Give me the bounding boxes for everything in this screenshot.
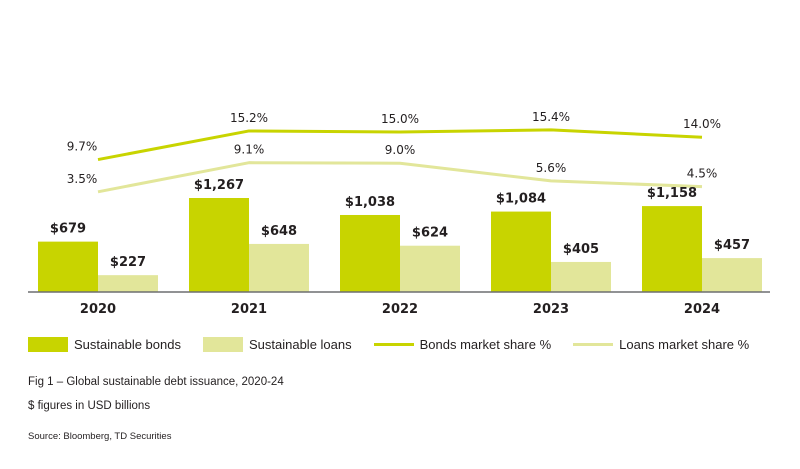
legend-swatch-bonds-share <box>373 343 414 346</box>
bar-label-loans-2020: $227 <box>110 255 146 270</box>
x-tick-label-2022: 2022 <box>382 302 418 317</box>
legend-item-loans: Sustainable loans <box>202 337 352 352</box>
bar-label-loans-2021: $648 <box>261 224 297 239</box>
category-labels: 2020 2021 2022 2023 2024 <box>80 302 720 317</box>
bonds-share-label-2024: 14.0% <box>683 117 721 131</box>
legend-label-bonds-share: Bonds market share % <box>419 337 552 352</box>
bar-loans-2020 <box>98 275 158 292</box>
bonds-share-line <box>97 128 703 162</box>
x-tick-label-2020: 2020 <box>80 302 116 317</box>
legend-item-bonds-share: Bonds market share % <box>373 337 552 352</box>
bonds-share-label-2020: 9.7% <box>67 140 98 154</box>
x-tick-label-2023: 2023 <box>533 302 569 317</box>
legend: Sustainable bonds Sustainable loans Bond… <box>28 337 771 352</box>
bar-bonds-2024 <box>642 206 702 292</box>
loans-share-label-2021: 9.1% <box>234 143 265 157</box>
loans-share-label-2020: 3.5% <box>67 172 98 186</box>
bar-label-bonds-2024: $1,158 <box>647 186 697 201</box>
legend-swatch-bonds <box>28 337 68 352</box>
bar-bonds-2021 <box>189 198 249 292</box>
bar-label-loans-2023: $405 <box>563 242 599 257</box>
bar-bonds-2023 <box>491 211 551 292</box>
bar-label-bonds-2023: $1,084 <box>496 192 546 207</box>
legend-label-loans-share: Loans market share % <box>619 337 750 352</box>
legend-swatch-loans <box>202 337 243 352</box>
loans-share-label-2023: 5.6% <box>536 161 567 175</box>
bar-loans-2024 <box>702 258 762 292</box>
bonds-share-label-2023: 15.4% <box>532 110 570 124</box>
bar-label-bonds-2021: $1,267 <box>194 178 244 193</box>
bonds-share-label-2021: 15.2% <box>230 111 268 125</box>
bar-loans-2022 <box>400 245 460 292</box>
loans-share-line <box>97 161 703 194</box>
legend-label-loans: Sustainable loans <box>248 337 352 352</box>
bar-bonds-2020 <box>38 241 98 292</box>
loans-share-label-2022: 9.0% <box>385 143 416 157</box>
legend-label-bonds: Sustainable bonds <box>74 337 181 352</box>
x-tick-label-2024: 2024 <box>684 302 720 317</box>
bar-label-loans-2024: $457 <box>714 238 750 253</box>
chart: $679 $227 $1,267 $648 $1,038 $624 $1,084 $405 $1… <box>28 110 770 317</box>
bar-label-bonds-2022: $1,038 <box>345 195 395 210</box>
figure-units-note: $ figures in USD billions <box>28 400 151 412</box>
labels-group: $679 $227 $1,267 $648 $1,038 $624 $1,084 $405 $1… <box>50 110 750 270</box>
legend-item-bonds: Sustainable bonds <box>28 337 181 352</box>
lines-group <box>97 128 703 194</box>
figure-source: Source: Bloomberg, TD Securities <box>28 431 172 442</box>
legend-swatch-loans-share <box>573 343 614 346</box>
bar-bonds-2022 <box>340 214 400 292</box>
bar-label-loans-2022: $624 <box>412 226 448 241</box>
bar-loans-2023 <box>551 261 611 292</box>
bar-label-bonds-2020: $679 <box>50 222 86 237</box>
figure-title: Fig 1 – Global sustainable debt issuance… <box>28 376 284 388</box>
legend-item-loans-share: Loans market share % <box>573 337 749 352</box>
bar-loans-2021 <box>249 243 309 292</box>
bonds-share-label-2022: 15.0% <box>381 112 419 126</box>
bars-group <box>38 198 762 292</box>
loans-share-label-2024: 4.5% <box>687 167 718 181</box>
x-tick-label-2021: 2021 <box>231 302 267 317</box>
